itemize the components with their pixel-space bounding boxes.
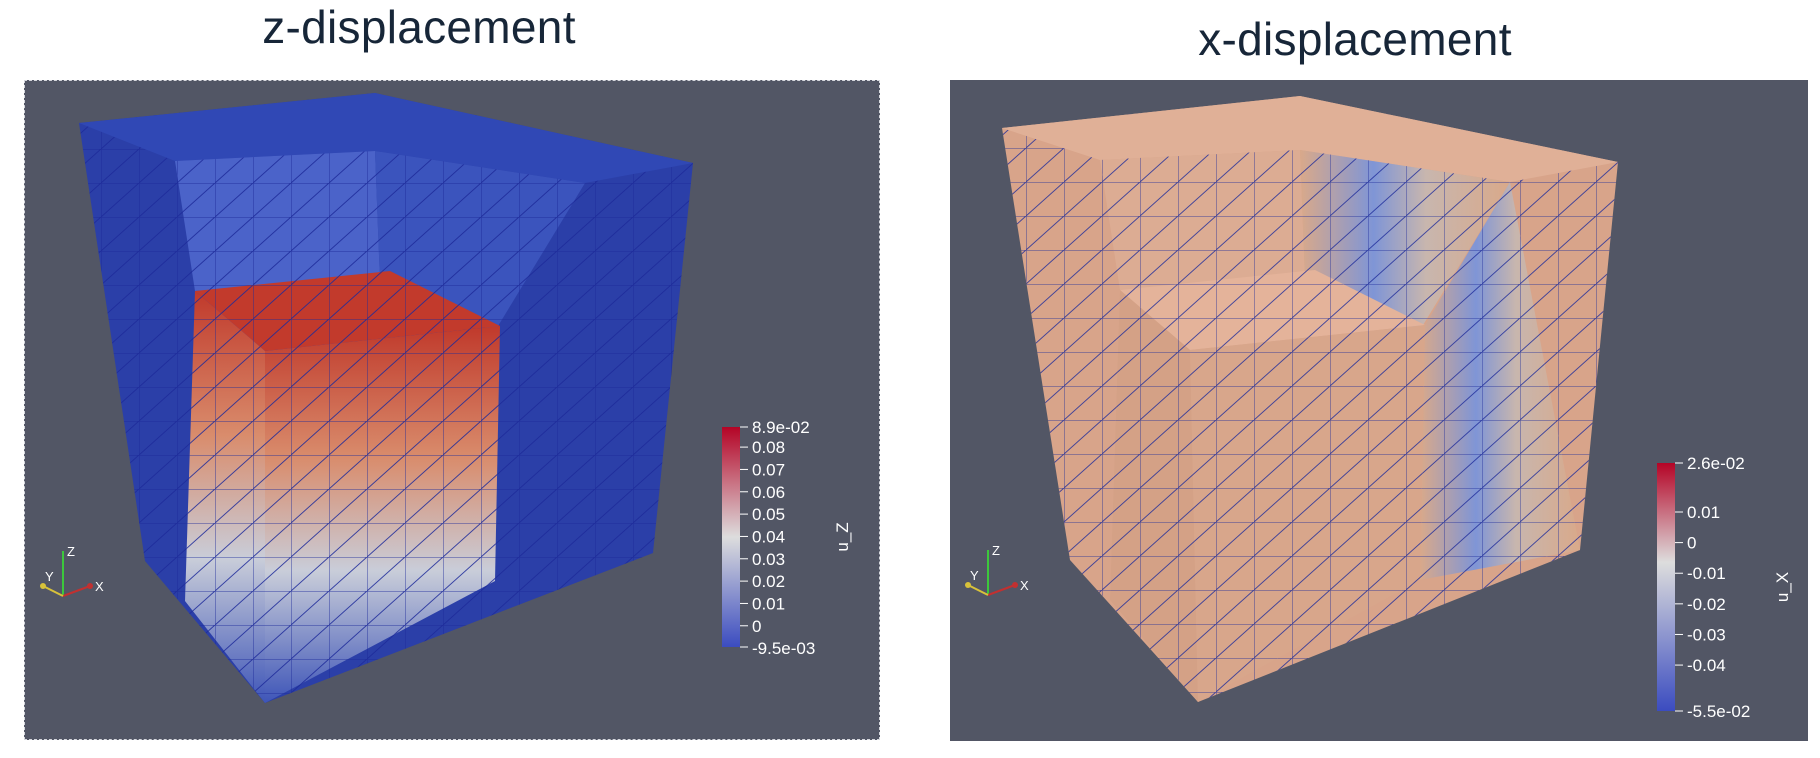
colorbar-tick-label: 0.03 [752, 550, 785, 569]
colorbar-tick-label: -0.04 [1687, 656, 1726, 675]
inner-block-left [185, 271, 500, 703]
colorbar-gradient [722, 427, 740, 647]
axis-x-label: X [95, 579, 104, 594]
axis-z-label: Z [992, 543, 1000, 558]
colorbar-tick-label: 0.02 [752, 572, 785, 591]
colorbar-gradient [1657, 463, 1675, 711]
colorbar-tick-label: 0.01 [752, 594, 785, 613]
colorbar-left: 8.9e-02 -9.5e-03 0.08 0.07 0.06 0.05 0.04 0.0… [722, 418, 852, 658]
render-viewport-left[interactable]: Z Y X 8.9e-02 -9.5e-03 0.08 0.07 0.06 0.05 0… [24, 80, 880, 740]
axis-x-label: X [1020, 578, 1029, 593]
mesh-render-z: Z Y X 8.9e-02 -9.5e-03 0.08 0.07 0.06 0.05 0… [40, 93, 852, 703]
colorbar-tick-label: -0.01 [1687, 564, 1726, 583]
colorbar-tick-label: 0.08 [752, 438, 785, 457]
colorbar-max-label: 2.6e-02 [1687, 454, 1745, 473]
render-viewport-right[interactable]: Z Y X 2.6e-02 -5.5e-02 0.01 0 -0.01 -0.02 -0… [950, 80, 1808, 741]
colorbar-min-label: -9.5e-03 [752, 639, 815, 658]
colorbar-tick-label: 0.05 [752, 505, 785, 524]
colorbar-tick-label: 0.07 [752, 460, 785, 479]
colorbar-tick-label: 0.04 [752, 527, 785, 546]
colorbar-tick-label: -0.03 [1687, 625, 1726, 644]
colorbar-tick-label: 0 [752, 617, 761, 636]
axes-triad-right: Z Y X [965, 543, 1029, 596]
axes-triad-left: Z Y X [40, 544, 104, 597]
axis-y-label: Y [970, 568, 979, 583]
axis-z-label: Z [67, 544, 75, 559]
inner-block-right [1110, 270, 1425, 702]
colorbar-tick-label: 0 [1687, 534, 1696, 553]
colorbar-tick-label: -0.02 [1687, 595, 1726, 614]
right-panel-title: x-displacement [1198, 13, 1512, 65]
colorbar-right: 2.6e-02 -5.5e-02 0.01 0 -0.01 -0.02 -0.03 -0.… [1657, 454, 1792, 721]
colorbar-variable-label: u_X [1773, 572, 1792, 602]
left-panel-title: z-displacement [262, 1, 576, 53]
colorbar-tick-label: 0.06 [752, 483, 785, 502]
colorbar-min-label: -5.5e-02 [1687, 702, 1750, 721]
axis-y-label: Y [45, 569, 54, 584]
colorbar-max-label: 8.9e-02 [752, 418, 810, 437]
colorbar-variable-label: u_Z [833, 522, 852, 551]
colorbar-tick-label: 0.01 [1687, 503, 1720, 522]
mesh-render-x: Z Y X 2.6e-02 -5.5e-02 0.01 0 -0.01 -0.02 -0… [965, 96, 1792, 721]
